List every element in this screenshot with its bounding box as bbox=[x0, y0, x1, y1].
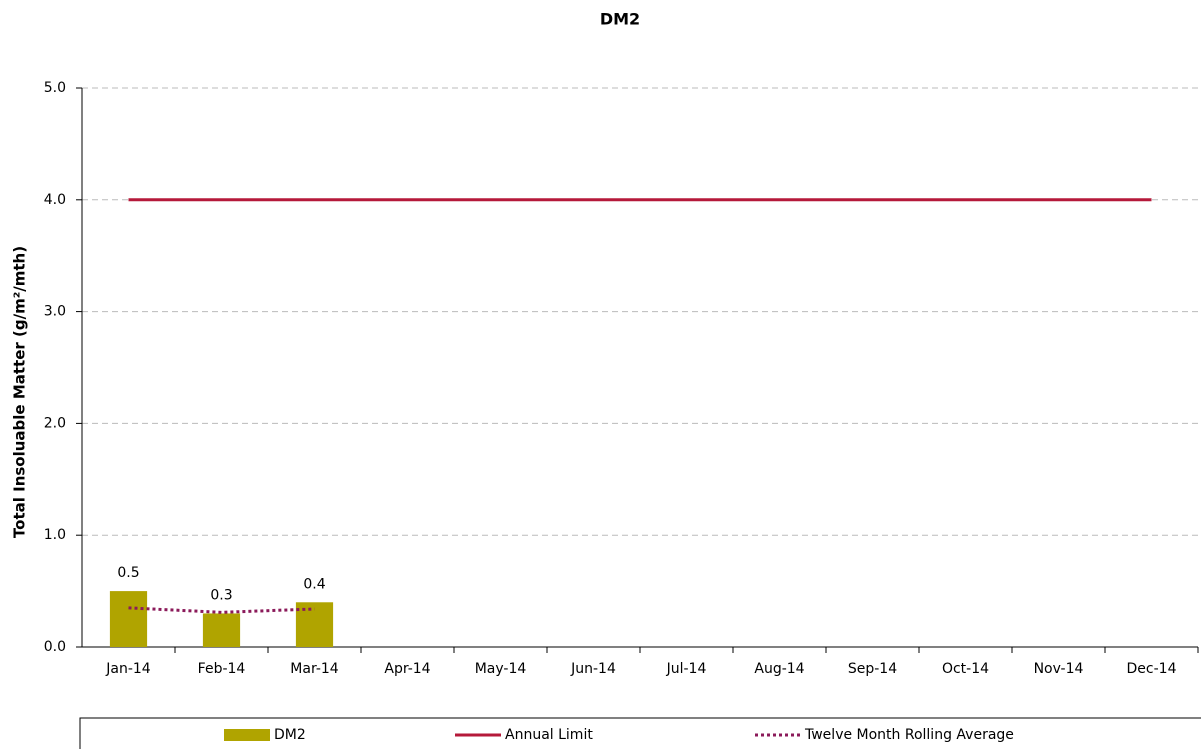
x-tick-label: Mar-14 bbox=[290, 661, 338, 677]
y-tick-label: 4.0 bbox=[44, 192, 66, 208]
y-axis-label: Total Insoluable Matter (g/m²/mth) bbox=[11, 246, 29, 538]
x-tick-label: May-14 bbox=[475, 661, 527, 677]
x-tick-label: Jun-14 bbox=[570, 661, 616, 677]
data-label: 0.4 bbox=[303, 576, 325, 592]
legend-label: DM2 bbox=[274, 727, 306, 743]
legend-swatch bbox=[224, 729, 270, 741]
x-tick-label: Aug-14 bbox=[754, 661, 804, 677]
data-label: 0.3 bbox=[210, 587, 232, 603]
legend-label: Annual Limit bbox=[505, 727, 593, 743]
bar bbox=[202, 613, 241, 647]
x-tick-label: Sep-14 bbox=[848, 661, 897, 677]
x-tick-label: Nov-14 bbox=[1034, 661, 1084, 677]
y-tick-label: 2.0 bbox=[44, 415, 66, 431]
x-tick-label: Apr-14 bbox=[384, 661, 430, 677]
chart-title: DM2 bbox=[600, 10, 640, 29]
bar bbox=[109, 591, 148, 647]
y-tick-label: 0.0 bbox=[44, 639, 66, 655]
x-tick-label: Oct-14 bbox=[942, 661, 989, 677]
x-tick-label: Jan-14 bbox=[105, 661, 151, 677]
y-tick-label: 3.0 bbox=[44, 304, 66, 320]
legend-label: Twelve Month Rolling Average bbox=[804, 727, 1014, 743]
data-label: 0.5 bbox=[117, 565, 139, 581]
legend-box bbox=[79, 717, 1201, 749]
x-tick-label: Jul-14 bbox=[666, 661, 707, 677]
x-tick-label: Dec-14 bbox=[1127, 661, 1177, 677]
x-tick-label: Feb-14 bbox=[198, 661, 246, 677]
y-tick-label: 1.0 bbox=[44, 527, 66, 543]
line bbox=[128, 606, 315, 614]
y-tick-label: 5.0 bbox=[44, 80, 66, 96]
